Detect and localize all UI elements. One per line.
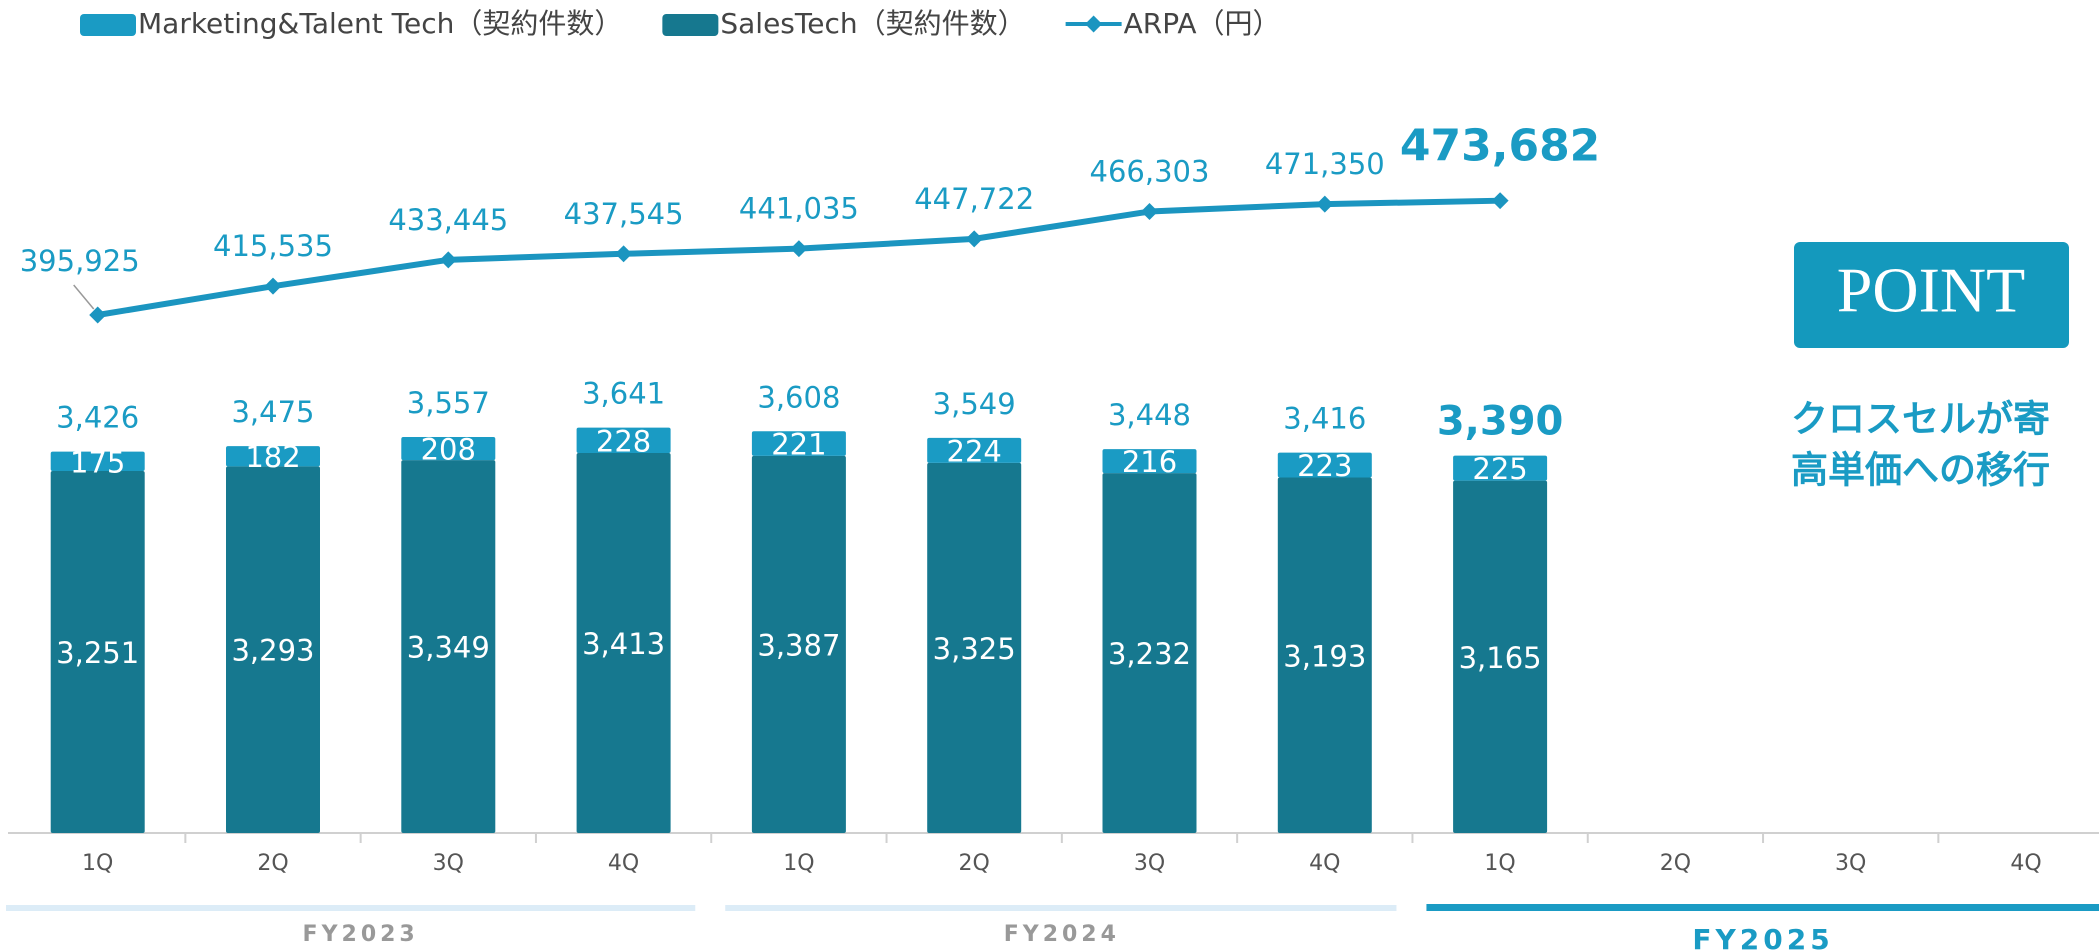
arpa-marker (1316, 195, 1334, 213)
arpa-label: 395,925 (20, 244, 140, 278)
bar (1102, 449, 1197, 474)
x-tick-label: 4Q (2010, 851, 2041, 876)
arpa-label: 473,682 (1400, 121, 1600, 172)
total-label: 3,426 (56, 401, 139, 435)
bar (576, 427, 671, 454)
x-tick-label: 2Q (257, 851, 288, 876)
bar-value-label: 3,293 (231, 634, 314, 668)
arpa-label: 437,545 (564, 197, 684, 231)
point-title: POINT (1837, 255, 2025, 326)
arpa-marker (1141, 203, 1158, 221)
bar-value-label: 3,325 (933, 632, 1016, 666)
bar-value-label: 182 (245, 440, 300, 474)
bar (1453, 480, 1548, 833)
arpa-label: 433,445 (388, 203, 508, 237)
leader-line (73, 284, 95, 310)
group-label: FY2025 (1692, 923, 1833, 950)
bar-value-label: 208 (421, 433, 476, 467)
total-label: 3,549 (933, 387, 1016, 421)
arpa-label: 441,035 (739, 192, 859, 226)
bar (226, 446, 320, 467)
group-label: FY2023 (303, 922, 419, 947)
bar-value-label: 3,193 (1283, 639, 1366, 673)
total-label: 3,448 (1108, 398, 1191, 432)
bar-value-label: 3,165 (1459, 641, 1542, 675)
x-tick-label: 3Q (1134, 851, 1165, 876)
group-bar (725, 905, 1397, 911)
group-bar (6, 905, 696, 911)
point-box (1794, 242, 2069, 348)
legend-swatch (662, 14, 719, 36)
x-tick-label: 3Q (1835, 851, 1866, 876)
bar-value-label: 3,251 (56, 636, 139, 670)
x-tick-label: 2Q (959, 851, 990, 876)
bar (1102, 473, 1197, 833)
arpa-marker (1491, 192, 1509, 210)
bar-value-label: 221 (771, 428, 826, 462)
arpa-label: 447,722 (914, 182, 1034, 216)
legend-label: ARPA（円） (1124, 7, 1281, 40)
bar (401, 460, 496, 833)
legend-marker (1085, 15, 1103, 33)
total-label: 3,641 (582, 377, 665, 411)
bar (576, 453, 671, 833)
bar-value-label: 3,413 (582, 627, 665, 661)
bar-value-label: 225 (1472, 452, 1527, 486)
x-tick-label: 1Q (1484, 851, 1515, 876)
bar (226, 466, 320, 833)
bar (401, 436, 496, 461)
group-label: FY2024 (1004, 922, 1120, 947)
bar-value-label: 223 (1297, 449, 1352, 483)
arpa-marker (615, 245, 633, 263)
legend-swatch (80, 14, 136, 36)
x-tick-label: 4Q (608, 851, 639, 876)
total-label: 3,390 (1437, 399, 1564, 445)
x-tick-label: 2Q (1660, 851, 1691, 876)
legend-label: Marketing&Talent Tech（契約件数） (138, 7, 622, 40)
bar-value-label: 175 (70, 445, 125, 479)
total-label: 3,557 (407, 386, 490, 420)
arpa-label: 471,350 (1265, 147, 1385, 181)
x-tick-label: 3Q (433, 851, 464, 876)
bar (751, 455, 846, 833)
point-text: クロスセルが寄 (1791, 397, 2050, 441)
arpa-label: 415,535 (213, 229, 333, 263)
arpa-marker (89, 306, 107, 324)
bar (50, 471, 145, 833)
bar (50, 451, 145, 472)
total-label: 3,475 (231, 395, 314, 429)
legend-label: SalesTech（契約件数） (720, 7, 1025, 40)
bar-value-label: 3,349 (407, 631, 490, 665)
arpa-marker (439, 251, 457, 269)
bar-value-label: 216 (1122, 445, 1177, 479)
bar-value-label: 3,232 (1108, 637, 1191, 671)
bar (1277, 477, 1372, 833)
total-label: 3,608 (757, 380, 840, 414)
bar (1453, 455, 1548, 481)
group-bar (1426, 904, 2099, 911)
bar-value-label: 228 (596, 424, 651, 458)
arpa-marker (790, 240, 808, 258)
bar-value-label: 3,387 (757, 628, 840, 662)
point-text: 高単価への移行 (1791, 448, 2050, 492)
bar (1277, 452, 1372, 478)
x-tick-label: 1Q (82, 851, 113, 876)
arpa-marker (264, 277, 282, 295)
bar (751, 431, 846, 456)
x-tick-label: 1Q (783, 851, 814, 876)
bar (927, 437, 1022, 463)
bar (927, 462, 1022, 833)
total-label: 3,416 (1283, 402, 1366, 436)
arpa-label: 466,303 (1090, 155, 1210, 189)
arpa-marker (965, 230, 983, 248)
bar-value-label: 224 (947, 434, 1002, 468)
x-tick-label: 4Q (1309, 851, 1340, 876)
